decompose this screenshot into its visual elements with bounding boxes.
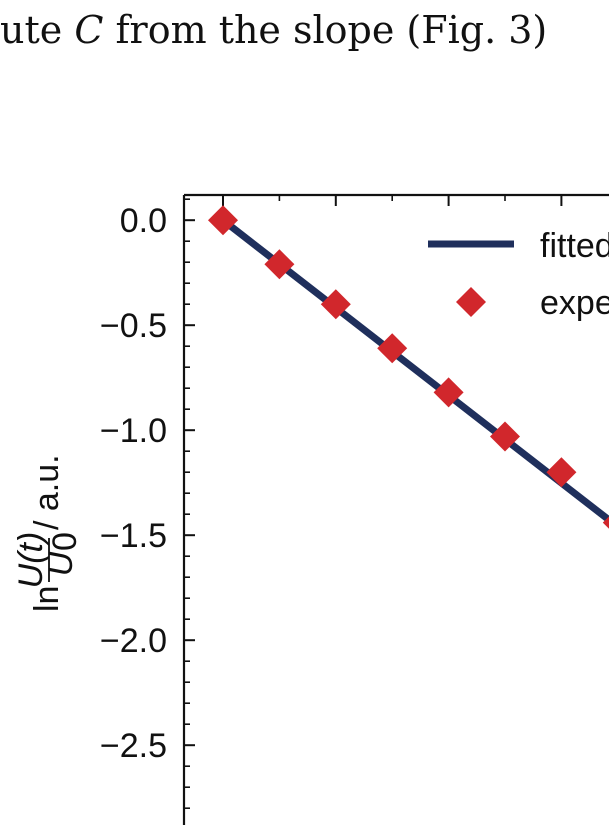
data-point-marker — [377, 333, 408, 364]
y-tick-label: −0.5 — [100, 307, 167, 345]
axes — [182, 193, 609, 825]
data-point-marker — [546, 457, 577, 488]
y-label-unit: / a.u. — [28, 454, 66, 530]
y-tick-label: 0.0 — [120, 202, 167, 240]
legend-label-expe: expe — [540, 284, 609, 322]
y-axis-label-group: lnU(t)U0 / a.u. — [12, 454, 84, 612]
data-point-marker — [208, 205, 238, 236]
y-axis-label: lnU(t)U0 / a.u. — [12, 454, 84, 612]
y-label-numerator: U(t) — [12, 532, 50, 589]
y-label-denominator-subscript: 0 — [46, 532, 84, 551]
data-point-marker — [490, 421, 520, 452]
y-tick-label: −1.5 — [100, 517, 167, 555]
legend-label-fitted: fitted — [540, 227, 609, 265]
caption-prefix: ute — [0, 8, 75, 52]
y-axis-ticks: 0.0 −0.5 −1.0 −1.5 −2.0 −2.5 — [100, 198, 195, 810]
legend: fitted expe — [428, 227, 609, 322]
caption-suffix: from the slope (Fig. 3) — [103, 8, 548, 52]
data-point-marker — [264, 249, 295, 280]
y-label-ln: ln — [28, 586, 66, 612]
plot-series — [208, 205, 609, 529]
data-point-marker — [320, 289, 351, 320]
y-tick-label: −1.0 — [100, 412, 167, 450]
data-point-marker — [433, 377, 464, 408]
y-tick-label: −2.0 — [100, 622, 167, 660]
legend-marker-swatch — [456, 287, 486, 317]
figure-caption-text: ute C from the slope (Fig. 3) — [0, 4, 609, 56]
data-point-marker — [602, 516, 609, 529]
y-label-denominator: U — [42, 551, 80, 576]
x-axis-ticks — [222, 195, 563, 206]
y-tick-label: −2.5 — [100, 727, 167, 765]
caption-symbol: C — [74, 8, 104, 52]
